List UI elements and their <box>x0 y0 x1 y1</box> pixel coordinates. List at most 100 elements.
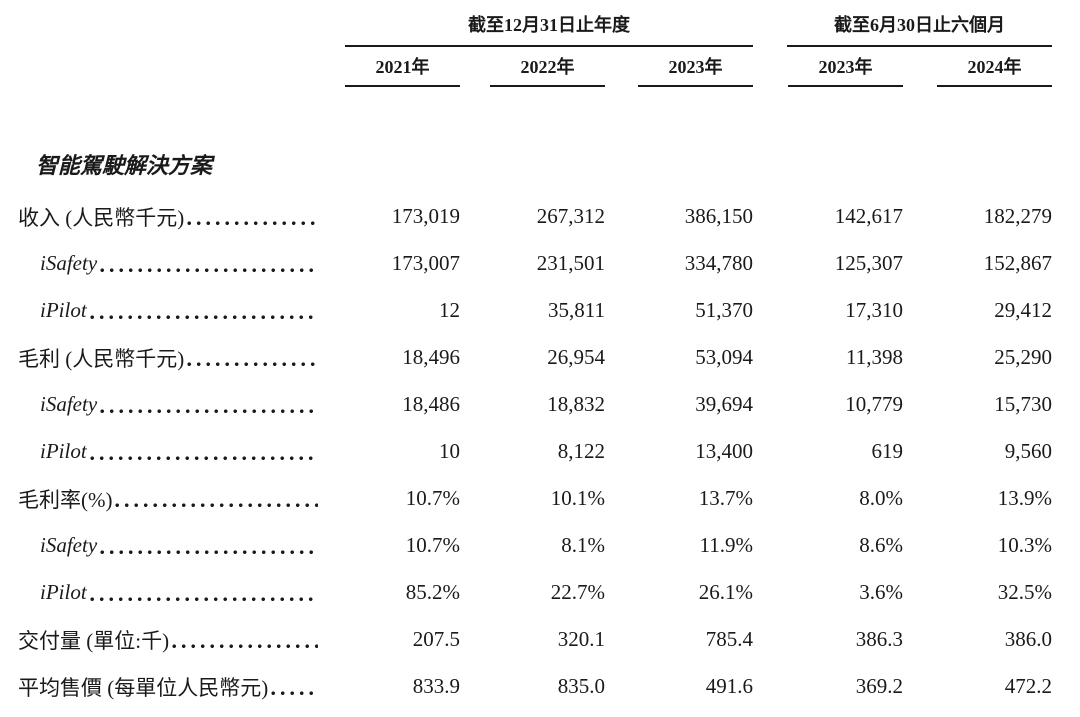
row-value: 386.3 <box>855 627 903 651</box>
row-value: 334,780 <box>684 251 753 275</box>
row-value: 25,290 <box>994 345 1052 369</box>
table-row: 平均售價 (每單位人民幣元) 833.9 835.0 491.6 369.2 4… <box>18 663 1080 710</box>
row-value: 35,811 <box>548 298 605 322</box>
row-value: 8.0% <box>859 486 903 510</box>
row-value: 9,560 <box>1004 439 1052 463</box>
col-header-2024-h1: 2024年 <box>903 55 1052 87</box>
row-value: 18,832 <box>547 392 605 416</box>
table-body: 收入 (人民幣千元) 173,019 267,312 386,150 142,6… <box>18 193 1080 710</box>
row-label-cell: 平均售價 (每單位人民幣元) <box>18 663 330 710</box>
row-label: iSafety <box>40 533 98 557</box>
dot-leader <box>89 456 318 461</box>
row-label-cell: iSafety <box>18 522 330 569</box>
row-value: 53,094 <box>695 345 753 369</box>
row-value: 8.1% <box>561 533 605 557</box>
row-value: 491.6 <box>705 674 753 698</box>
col-group-six-months: 截至6月30日止六個月 <box>753 12 1052 47</box>
table-row: iPilot 85.2% 22.7% 26.1% 3.6% 32.5% <box>18 569 1080 616</box>
col-group-fiscal-years: 截至12月31日止年度 <box>330 12 753 47</box>
row-value: 8,122 <box>557 439 605 463</box>
row-value: 369.2 <box>855 674 903 698</box>
table-row: iPilot 12 35,811 51,370 17,310 29,412 <box>18 287 1080 334</box>
row-value: 39,694 <box>695 392 753 416</box>
col-header-2021: 2021年 <box>330 55 460 87</box>
section-title: 智能駕駛解決方案 <box>36 153 213 178</box>
row-label-cell: iSafety <box>18 240 330 287</box>
row-value: 22.7% <box>550 580 605 604</box>
row-label: 收入 (人民幣千元) <box>18 205 185 230</box>
row-value: 835.0 <box>557 674 605 698</box>
col-header-label: 2024年 <box>937 55 1052 87</box>
row-label-cell: iPilot <box>18 428 330 475</box>
row-value: 173,007 <box>391 251 460 275</box>
row-label: 毛利率(%) <box>18 487 113 512</box>
row-value: 472.2 <box>1004 674 1052 698</box>
row-value: 51,370 <box>695 298 753 322</box>
dot-leader <box>89 315 318 320</box>
row-label-cell: 收入 (人民幣千元) <box>18 193 330 240</box>
row-value: 182,279 <box>983 204 1052 228</box>
row-value: 386,150 <box>684 204 753 228</box>
row-value: 10 <box>439 439 460 463</box>
col-header-2023: 2023年 <box>605 55 753 87</box>
row-label: iSafety <box>40 251 98 275</box>
row-value: 26,954 <box>547 345 605 369</box>
table-header-years: 2021年 2022年 2023年 2023年 2024年 <box>18 55 1080 87</box>
row-label-cell: iPilot <box>18 287 330 334</box>
row-value: 231,501 <box>536 251 605 275</box>
row-label: iSafety <box>40 392 98 416</box>
dot-leader <box>115 503 318 508</box>
row-value: 619 <box>871 439 904 463</box>
col-header-2022: 2022年 <box>460 55 605 87</box>
row-value: 15,730 <box>994 392 1052 416</box>
table-row: 毛利率(%) 10.7% 10.1% 13.7% 8.0% 13.9% <box>18 475 1080 522</box>
row-value: 29,412 <box>994 298 1052 322</box>
dot-leader <box>172 644 318 649</box>
col-group-label-six-months: 截至6月30日止六個月 <box>787 12 1052 47</box>
row-value: 152,867 <box>983 251 1052 275</box>
dot-leader <box>100 550 318 555</box>
row-value: 267,312 <box>536 204 605 228</box>
row-value: 18,496 <box>402 345 460 369</box>
col-header-label: 2023年 <box>788 55 903 87</box>
col-header-label: 2022年 <box>490 55 605 87</box>
table-row: iPilot 10 8,122 13,400 619 9,560 <box>18 428 1080 475</box>
row-label-cell: 毛利率(%) <box>18 475 330 522</box>
row-value: 13.9% <box>997 486 1052 510</box>
dot-leader <box>100 409 318 414</box>
row-value: 10.7% <box>405 533 460 557</box>
row-value: 12 <box>439 298 460 322</box>
dot-leader <box>89 597 318 602</box>
row-value: 386.0 <box>1004 627 1052 651</box>
table-row: 收入 (人民幣千元) 173,019 267,312 386,150 142,6… <box>18 193 1080 240</box>
row-value: 125,307 <box>834 251 903 275</box>
row-label: iPilot <box>40 298 87 322</box>
table-row: iSafety 18,486 18,832 39,694 10,779 15,7… <box>18 381 1080 428</box>
row-label: iPilot <box>40 580 87 604</box>
row-value: 785.4 <box>705 627 753 651</box>
row-label: 毛利 (人民幣千元) <box>18 346 185 371</box>
row-value: 8.6% <box>859 533 903 557</box>
row-value: 11.9% <box>699 533 753 557</box>
row-value: 10.1% <box>550 486 605 510</box>
row-value: 10.3% <box>997 533 1052 557</box>
row-value: 32.5% <box>997 580 1052 604</box>
row-value: 11,398 <box>846 345 903 369</box>
row-value: 10,779 <box>845 392 903 416</box>
row-value: 142,617 <box>834 204 903 228</box>
row-value: 3.6% <box>859 580 903 604</box>
table-row: 交付量 (單位:千) 207.5 320.1 785.4 386.3 386.0 <box>18 616 1080 663</box>
table-row: iSafety 10.7% 8.1% 11.9% 8.6% 10.3% <box>18 522 1080 569</box>
row-value: 18,486 <box>402 392 460 416</box>
row-value: 26.1% <box>698 580 753 604</box>
row-value: 13.7% <box>698 486 753 510</box>
dot-leader <box>100 268 318 273</box>
row-value: 13,400 <box>695 439 753 463</box>
row-label: 交付量 (單位:千) <box>18 628 170 653</box>
row-label-cell: iSafety <box>18 381 330 428</box>
col-group-label-year-end: 截至12月31日止年度 <box>345 12 753 47</box>
row-value: 207.5 <box>412 627 460 651</box>
row-value: 320.1 <box>557 627 605 651</box>
table-header-groups: 截至12月31日止年度 截至6月30日止六個月 <box>18 12 1080 47</box>
